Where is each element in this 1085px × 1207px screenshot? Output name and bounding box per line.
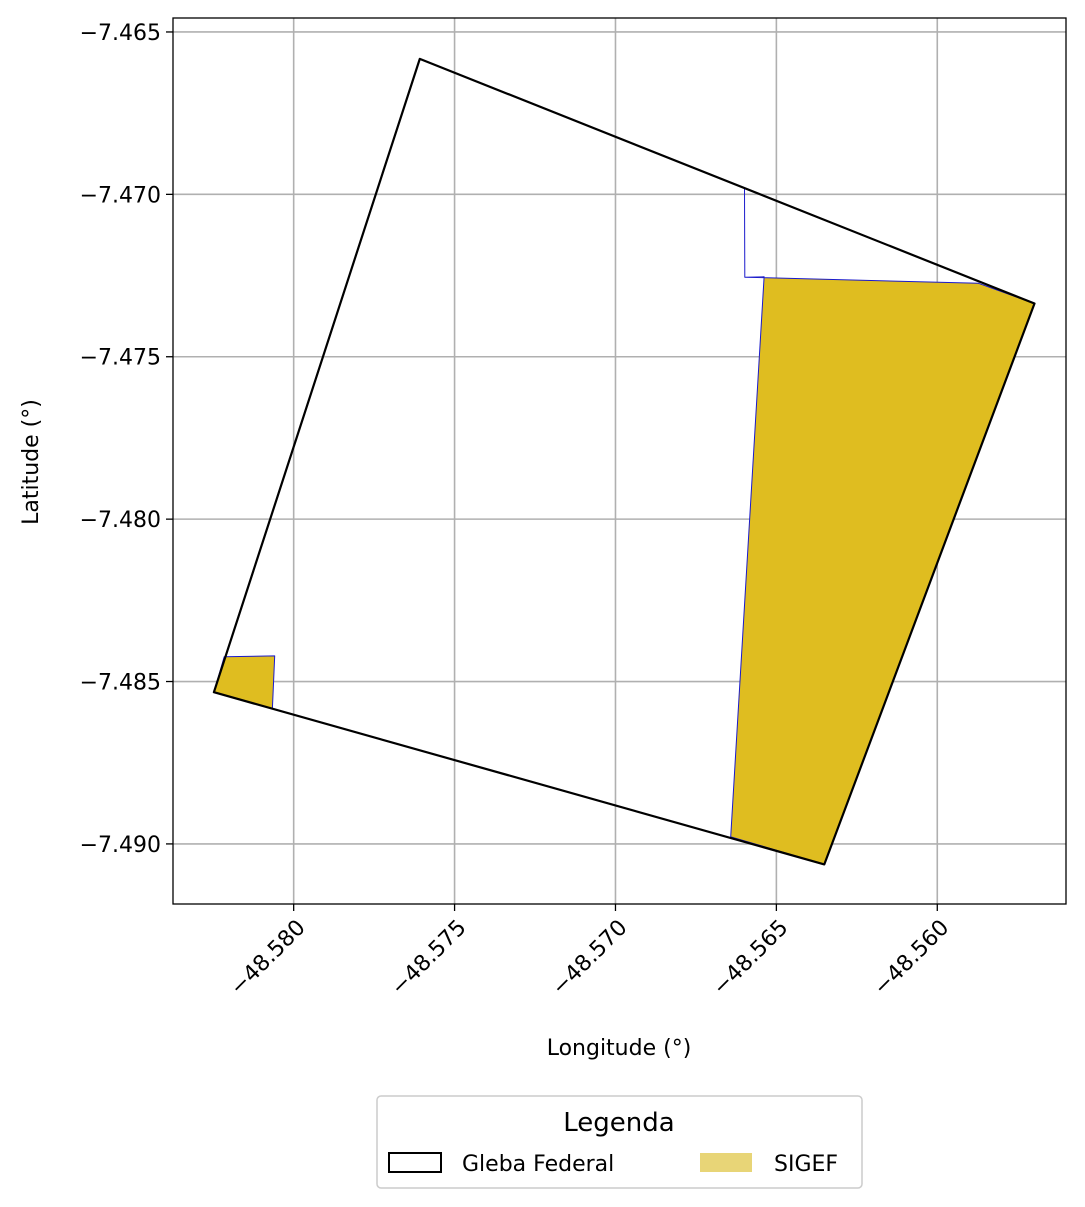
gleba-federal-polygon (212, 57, 1036, 866)
y-axis-label: Latitude (°) (19, 399, 44, 525)
y-tick-label: −7.470 (80, 183, 161, 208)
x-tick-label: −48.570 (547, 915, 632, 1000)
y-tick-label: −7.480 (80, 508, 161, 533)
y-tick-label: −7.485 (80, 671, 161, 696)
y-tick-label: −7.465 (80, 21, 161, 46)
legend-title: Legenda (563, 1108, 674, 1138)
plot-frame (172, 17, 1067, 905)
legend-swatch-gleba-federal (388, 1152, 442, 1173)
legend-label-sigef: SIGEF (774, 1152, 838, 1177)
x-tick-label: −48.575 (386, 915, 471, 1000)
x-tick-label: −48.560 (869, 915, 954, 1000)
y-tick-label: −7.490 (80, 833, 161, 858)
x-tick-label: −48.580 (226, 915, 311, 1000)
legend: Legenda Gleba Federal SIGEF (376, 1095, 863, 1189)
y-tick-label: −7.475 (80, 346, 161, 371)
legend-swatch-sigef (700, 1153, 752, 1172)
x-axis-label: Longitude (°) (547, 1036, 692, 1061)
x-tick-label: −48.565 (708, 915, 793, 1000)
polygon-layers (212, 57, 1036, 866)
legend-label-gleba-federal: Gleba Federal (462, 1152, 614, 1177)
